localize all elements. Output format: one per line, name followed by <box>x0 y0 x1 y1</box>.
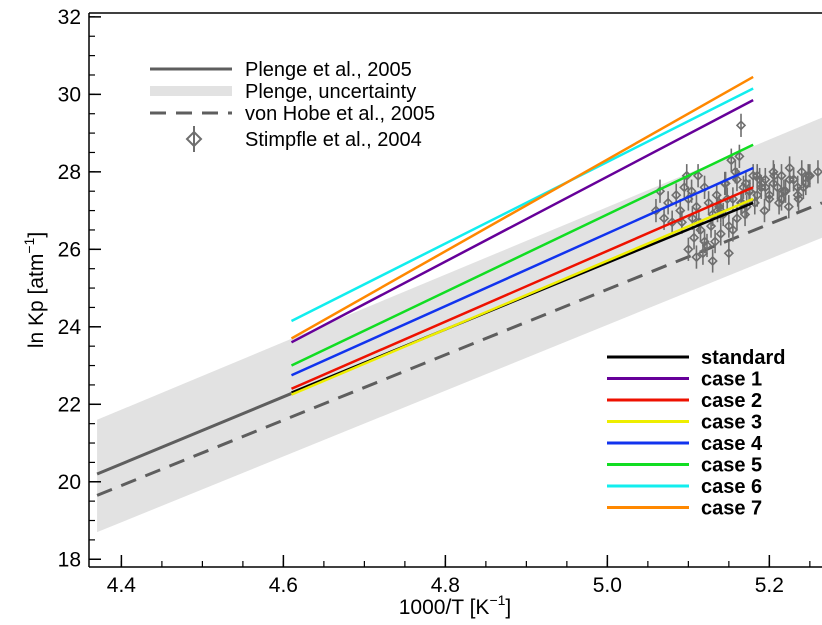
observation-point <box>727 218 739 242</box>
observation-point <box>804 164 815 188</box>
y-tick-label: 26 <box>58 238 81 261</box>
legend-von-hobe-label: von Hobe et al., 2005 <box>245 103 435 125</box>
series-line-case-1 <box>290 99 754 344</box>
y-tick-label: 20 <box>58 471 81 494</box>
model-series <box>290 75 754 396</box>
x-tick-label: 4.4 <box>107 574 137 597</box>
legend-uncertainty-label: Plenge, uncertainty <box>245 81 416 103</box>
observation-point <box>784 167 795 192</box>
legend-label-standard: standard <box>701 347 785 369</box>
observation-point <box>792 183 803 207</box>
plenge-line <box>96 392 293 476</box>
legend-stimpfle-marker <box>185 126 203 152</box>
x-tick-label: 4.6 <box>269 574 298 597</box>
y-tick-label: 32 <box>58 6 81 29</box>
observation-point <box>688 226 700 250</box>
x-tick-label: 5.2 <box>755 574 784 597</box>
series-line-case-6 <box>290 87 754 323</box>
y-tick-label: 24 <box>58 316 82 339</box>
observation-point <box>699 175 710 199</box>
observation-point <box>692 164 704 188</box>
ticks: 4.4 4.6 4.8 5.0 5.2 18 20 22 24 26 28 30 32 <box>58 6 811 597</box>
legend-label-case-4: case 4 <box>701 433 763 455</box>
legend-label-case-1: case 1 <box>701 369 762 391</box>
observation-point <box>683 237 694 261</box>
observation-point <box>715 222 726 246</box>
legend-stimpfle-label: Stimpfle et al., 2004 <box>245 129 422 151</box>
observation-point <box>749 191 760 215</box>
series-line-case-7 <box>290 75 754 340</box>
observation-point <box>776 164 787 188</box>
observation-point <box>709 229 721 254</box>
legend-label-case-7: case 7 <box>701 498 762 520</box>
observation-point <box>726 148 737 172</box>
observation-point <box>705 214 717 238</box>
reference-legend: Plenge et al., 2005 Plenge, uncertainty … <box>150 59 435 152</box>
observation-point <box>735 113 747 137</box>
legend-plenge-label: Plenge et al., 2005 <box>245 59 412 81</box>
series-line-case-3 <box>290 197 754 396</box>
x-axis-title: 1000/T [K−1] <box>399 592 512 619</box>
x-tick-label: 4.8 <box>431 574 460 597</box>
observation-point <box>687 206 698 230</box>
series-line-case-5 <box>290 143 754 367</box>
observation-point <box>752 164 763 188</box>
legend-label-case-2: case 2 <box>701 390 762 412</box>
observation-point <box>803 164 814 188</box>
legend-label-case-3: case 3 <box>701 412 762 434</box>
observation-point <box>759 198 770 223</box>
observation-point <box>731 167 743 192</box>
y-tick-label: 30 <box>58 83 81 106</box>
y-tick-label: 22 <box>58 393 81 416</box>
observation-point <box>691 195 702 219</box>
observation-point <box>768 160 779 184</box>
y-axis-title: ln Kp [atm−1] <box>21 232 48 348</box>
series-line-case-4 <box>290 166 754 377</box>
observation-point <box>796 160 807 184</box>
observation-point <box>701 233 713 258</box>
observation-point <box>798 175 809 199</box>
legend-label-case-5: case 5 <box>701 455 762 477</box>
observation-point <box>760 175 771 199</box>
y-tick-label: 18 <box>58 548 81 571</box>
legend-label-case-6: case 6 <box>701 476 762 498</box>
stimpfle-observations <box>650 113 822 273</box>
plot-area <box>96 75 822 533</box>
observation-point <box>723 241 734 265</box>
observation-point <box>776 187 787 211</box>
axes <box>88 12 822 568</box>
x-tick-label: 5.0 <box>593 574 622 597</box>
observation-point <box>691 245 702 269</box>
observation-point <box>783 195 794 219</box>
observation-point <box>734 144 745 168</box>
observation-point <box>812 160 822 184</box>
series-line-case-2 <box>290 186 754 390</box>
y-tick-label: 28 <box>58 161 81 184</box>
observation-point <box>707 249 718 273</box>
